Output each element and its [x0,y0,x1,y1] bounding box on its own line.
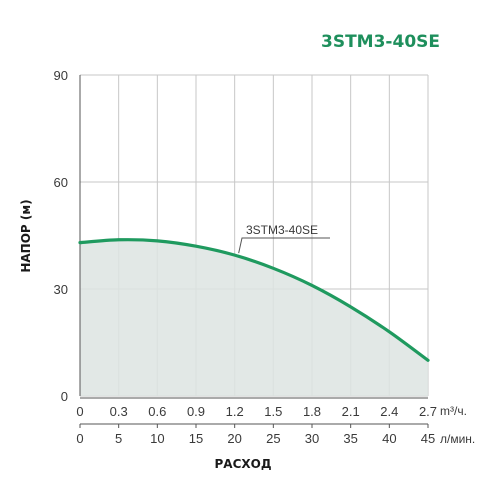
curve-area [80,239,428,396]
x-primary-unit: m³/ч. [440,404,467,418]
x-secondary-tick-label: 40 [382,431,396,446]
curve-line [78,238,430,362]
y-axis-title: НАПОР (м) [19,199,33,272]
x-tick-label: 2.7 [419,404,437,419]
x-tick-label: 0.9 [187,404,205,419]
curve-area-fill [80,239,428,396]
y-tick-label: 30 [54,282,68,297]
x-tick-labels-primary: 0 0.3 0.6 0.9 1.2 1.5 1.8 2.1 2.4 2.7 [76,404,437,419]
x-secondary-tick-label: 5 [115,431,122,446]
x-tick-label: 1.8 [303,404,321,419]
x-tick-label: 0 [76,404,83,419]
y-tick-label: 60 [54,175,68,190]
x-axis-title: РАСХОД [214,457,271,471]
x-tick-labels-secondary: 0 5 10 15 20 25 30 35 40 45 [76,431,435,446]
curve-label: 3STM3-40SE [246,223,318,237]
curve-label-group: 3STM3-40SE [238,223,330,254]
x-secondary-tick-label: 35 [343,431,357,446]
curve-label-leader [238,237,330,254]
y-tick-label: 90 [54,68,68,83]
x-secondary-tick-label: 15 [189,431,203,446]
x-secondary-tick-label: 30 [305,431,319,446]
x-tick-label: 2.1 [342,404,360,419]
x-tick-label: 0.6 [148,404,166,419]
x-secondary-unit: л/мин. [440,432,475,446]
curve-line-group [78,238,430,362]
x-secondary-tick-label: 0 [76,431,83,446]
x-secondary-tick-label: 45 [421,431,435,446]
x-secondary-tick-label: 25 [266,431,280,446]
x-secondary-tick-label: 10 [150,431,164,446]
x-tick-label: 1.2 [226,404,244,419]
x-tick-label: 2.4 [380,404,398,419]
y-tick-label: 0 [61,389,68,404]
chart-title: 3STM3-40SE [321,32,440,52]
x-secondary-tick-label: 20 [227,431,241,446]
x-tick-label: 0.3 [110,404,128,419]
x-tick-label: 1.5 [264,404,282,419]
y-tick-labels: 0 30 60 90 [54,68,68,404]
axes [79,75,429,428]
